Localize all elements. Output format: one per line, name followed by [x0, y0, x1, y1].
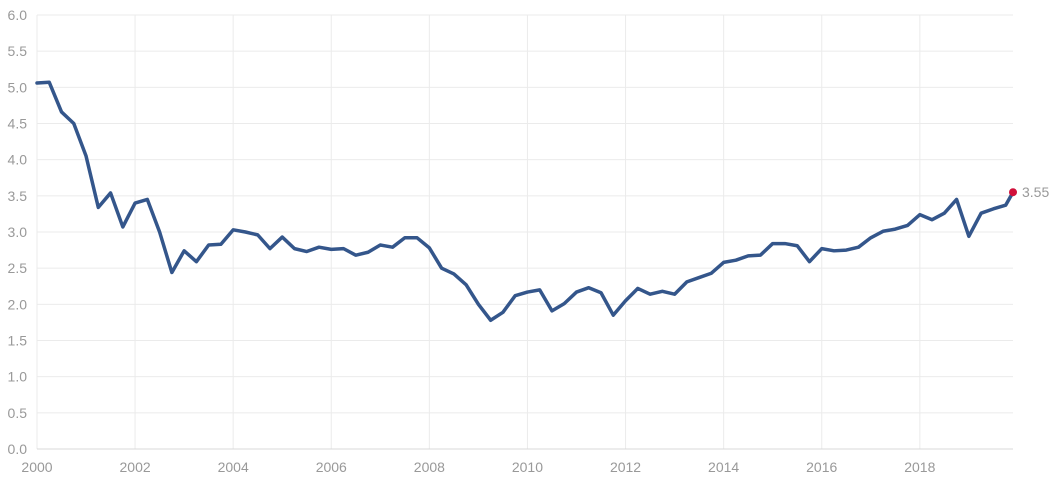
- x-tick-label: 2006: [316, 459, 347, 475]
- x-tick-label: 2012: [610, 459, 641, 475]
- x-tick-label: 2004: [218, 459, 249, 475]
- y-tick-label: 3.0: [8, 224, 28, 240]
- y-tick-label: 5.0: [8, 79, 28, 95]
- series-lines: [35, 80, 1015, 322]
- y-tick-label: 1.0: [8, 369, 28, 385]
- axes: 0.0 0.5 1.0 1.5 2.0 2.5 3.0 3.5 4.0 4.5 5.0 5.5 6.0 2…: [8, 7, 1013, 475]
- last-value-label: 3.55: [1022, 184, 1049, 200]
- y-tick-label: 1.5: [8, 333, 28, 349]
- series-line: [35, 80, 1015, 322]
- y-tick-label: 0.5: [8, 405, 28, 421]
- y-tick-label: 0.0: [8, 441, 28, 457]
- y-tick-label: 2.0: [8, 296, 28, 312]
- x-tick-label: 2000: [21, 459, 52, 475]
- y-tick-label: 4.0: [8, 152, 28, 168]
- y-tick-label: 4.5: [8, 116, 28, 132]
- x-tick-label: 2014: [708, 459, 739, 475]
- y-tick-label: 3.5: [8, 188, 28, 204]
- x-tick-label: 2010: [512, 459, 543, 475]
- last-value-marker: [1009, 188, 1017, 197]
- gridlines: [36, 14, 1013, 450]
- x-tick-label: 2016: [806, 459, 837, 475]
- x-tick-label: 2008: [414, 459, 445, 475]
- y-tick-label: 6.0: [8, 7, 28, 23]
- y-tick-label: 2.5: [8, 260, 28, 276]
- y-tick-label: 5.5: [8, 43, 28, 59]
- annotations: 3.55: [1009, 184, 1049, 200]
- x-tick-label: 2002: [120, 459, 151, 475]
- x-tick-label: 2018: [904, 459, 935, 475]
